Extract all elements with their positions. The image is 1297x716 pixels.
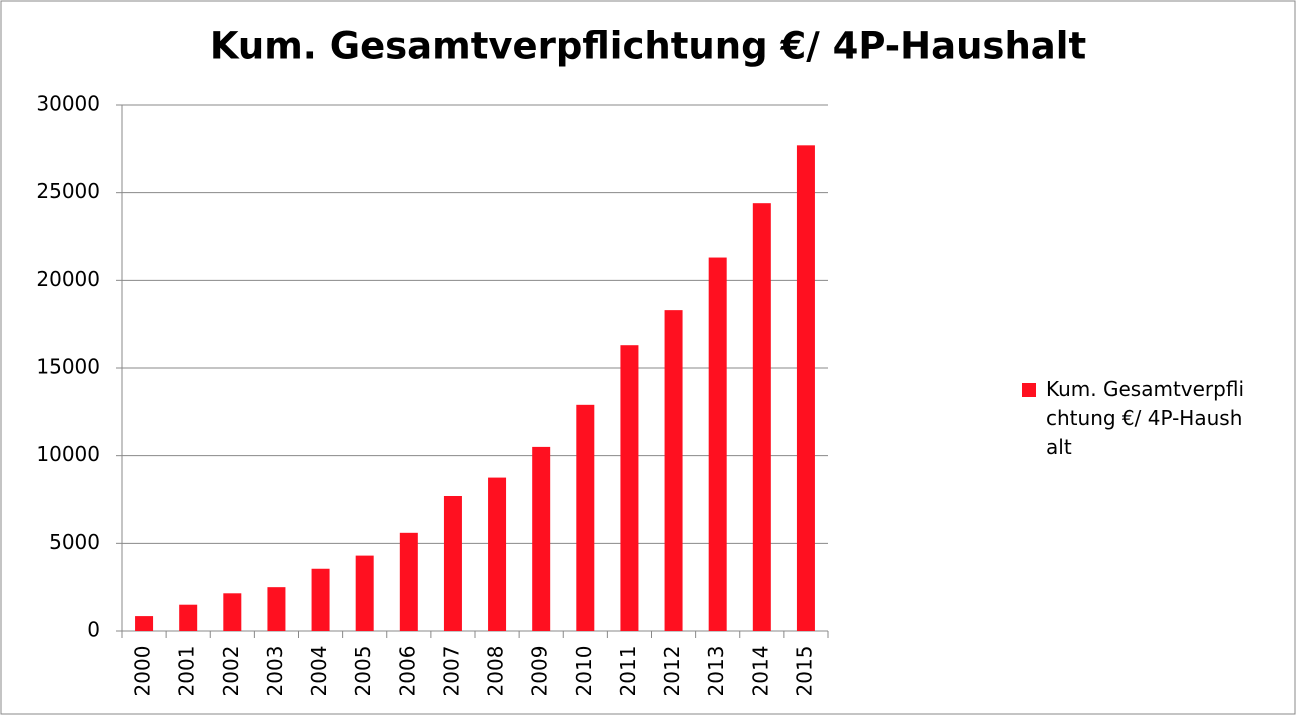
legend: Kum. Gesamtverpflichtung €/ 4P-Haushalt xyxy=(1022,375,1251,462)
bar xyxy=(355,555,374,631)
legend-label: Kum. Gesamtverpflichtung €/ 4P-Haushalt xyxy=(1046,377,1245,459)
x-tick-label: 2015 xyxy=(792,646,816,697)
x-tick-label: 2007 xyxy=(439,646,463,697)
x-tick-label: 2011 xyxy=(616,646,640,697)
bar xyxy=(576,404,595,631)
x-tick-label: 2006 xyxy=(395,646,419,697)
y-tick-label: 10000 xyxy=(36,442,100,466)
x-tick-label: 2008 xyxy=(484,646,508,697)
y-tick-label: 0 xyxy=(87,618,100,642)
x-tick-label: 2003 xyxy=(263,646,287,697)
y-tick-label: 25000 xyxy=(36,179,100,203)
y-tick-label: 15000 xyxy=(36,355,100,379)
bar xyxy=(135,616,154,631)
x-tick-label: 2009 xyxy=(528,646,552,697)
x-tick-label: 2002 xyxy=(219,646,243,697)
x-tick-label: 2000 xyxy=(131,646,155,697)
legend-swatch xyxy=(1022,383,1036,397)
bar xyxy=(311,568,330,631)
bar xyxy=(488,477,507,631)
x-tick-label: 2013 xyxy=(704,646,728,697)
y-tick-label: 30000 xyxy=(36,92,100,116)
chart-title: Kum. Gesamtverpflichtung €/ 4P-Haushalt xyxy=(210,25,1086,68)
bar xyxy=(267,587,286,631)
x-tick-label: 2014 xyxy=(748,646,772,697)
bar xyxy=(223,593,242,631)
bar xyxy=(179,604,198,631)
x-tick-label: 2010 xyxy=(572,646,596,697)
bar xyxy=(664,310,683,631)
bar xyxy=(620,345,639,631)
y-tick-label: 5000 xyxy=(49,530,100,554)
x-tick-label: 2001 xyxy=(175,646,199,697)
x-tick-label: 2005 xyxy=(351,646,375,697)
y-tick-label: 20000 xyxy=(36,267,100,291)
bar xyxy=(532,446,551,631)
bar xyxy=(708,257,727,631)
x-tick-label: 2012 xyxy=(660,646,684,697)
bar xyxy=(752,203,771,632)
bar xyxy=(796,145,815,631)
bar xyxy=(443,495,462,631)
x-tick-label: 2004 xyxy=(307,646,331,697)
bar xyxy=(399,532,418,631)
